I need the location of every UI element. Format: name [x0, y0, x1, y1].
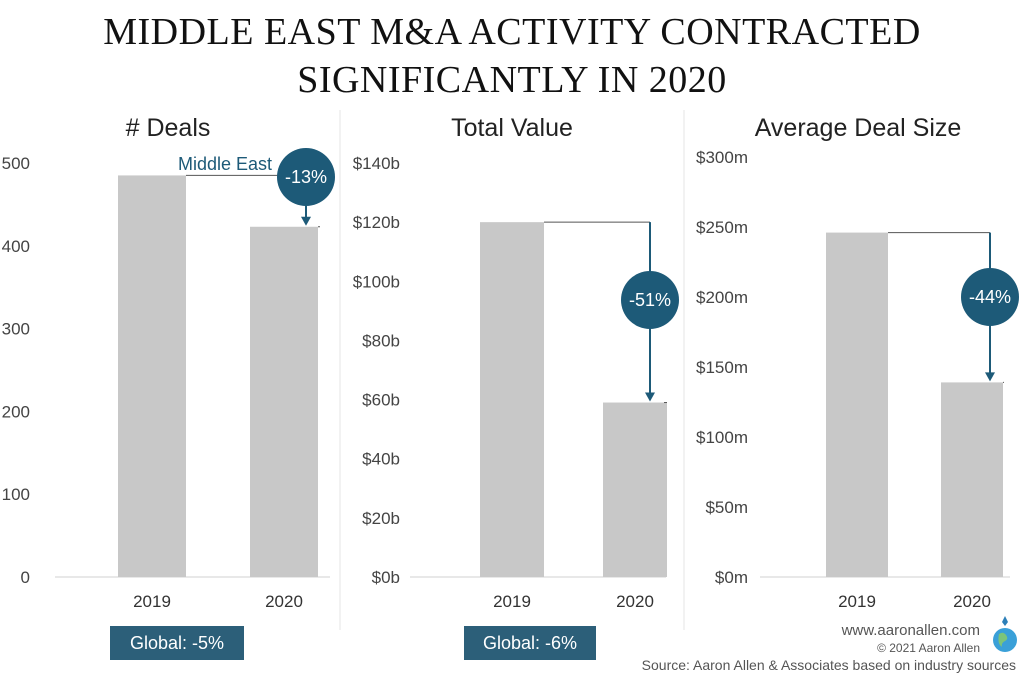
y-tick-label: $50m [705, 498, 748, 517]
page-title: MIDDLE EAST M&A ACTIVITY CONTRACTED SIGN… [0, 8, 1024, 104]
copyright-text: © 2021 Aaron Allen [877, 641, 980, 655]
y-tick-label: $100b [353, 272, 400, 291]
global-value-badge: Global: -6% [464, 626, 596, 660]
website-link[interactable]: www.aaronallen.com [841, 622, 980, 639]
bar-2020 [250, 226, 318, 578]
average-deal-size-chart: Average Deal Size $0m $50m $100m $150m $200m $… [696, 114, 1019, 611]
y-tick-label: 300 [2, 320, 30, 339]
y-tick-label: 100 [2, 485, 30, 504]
bar-2020 [603, 402, 667, 577]
y-tick-label: 400 [2, 237, 30, 256]
y-tick-label: $300m [696, 148, 748, 167]
change-percent: -51% [629, 290, 671, 310]
bar-2019 [826, 232, 888, 577]
arrow-down-icon [985, 372, 995, 382]
y-tick-label: $60b [362, 391, 400, 410]
y-tick-label: 0 [21, 568, 30, 587]
chart-title: Total Value [451, 114, 573, 142]
globe-icon [993, 616, 1017, 652]
change-badge [277, 148, 335, 206]
y-tick-label: $120b [353, 213, 400, 232]
arrow-down-icon [645, 392, 655, 402]
x-category-label: 2020 [953, 592, 991, 611]
change-badge [961, 268, 1019, 326]
x-category-label: 2019 [838, 592, 876, 611]
y-tick-label: 500 [2, 154, 30, 173]
bar-2020 [941, 382, 1003, 577]
y-tick-label: $200m [696, 288, 748, 307]
title-line-2: SIGNIFICANTLY IN 2020 [297, 59, 727, 101]
y-tick-label: $100m [696, 428, 748, 447]
region-label: Middle East [178, 154, 272, 174]
global-deals-badge: Global: -5% [110, 626, 244, 660]
title-line-1: MIDDLE EAST M&A ACTIVITY CONTRACTED [103, 11, 921, 53]
y-tick-label: $250m [696, 218, 748, 237]
change-percent: -13% [285, 167, 327, 187]
y-tick-label: $0b [372, 568, 400, 587]
change-badge [621, 271, 679, 329]
y-tick-label: $80b [362, 331, 400, 350]
x-category-label: 2019 [493, 592, 531, 611]
y-tick-label: $20b [362, 509, 400, 528]
source-note: Source: Aaron Allen & Associates based o… [641, 657, 1016, 673]
y-tick-label: $150m [696, 358, 748, 377]
x-category-label: 2020 [265, 592, 303, 611]
x-category-label: 2020 [616, 592, 654, 611]
y-tick-label: 200 [2, 402, 30, 421]
x-category-label: 2019 [133, 592, 171, 611]
y-tick-label: $140b [353, 154, 400, 173]
total-value-chart: Total Value $0b $20b $40b $60b $80b $100b $120b… [353, 114, 679, 611]
y-tick-label: $0m [715, 568, 748, 587]
bar-2019 [118, 175, 186, 578]
change-percent: -44% [969, 287, 1011, 307]
deals-chart: # Deals 0 100 200 300 400 500 2019 2020 -13% Middl… [2, 114, 335, 611]
chart-title: # Deals [126, 114, 211, 142]
chart-title: Average Deal Size [755, 114, 962, 142]
arrow-down-icon [301, 216, 311, 226]
y-tick-label: $40b [362, 450, 400, 469]
bar-2019 [480, 222, 544, 577]
